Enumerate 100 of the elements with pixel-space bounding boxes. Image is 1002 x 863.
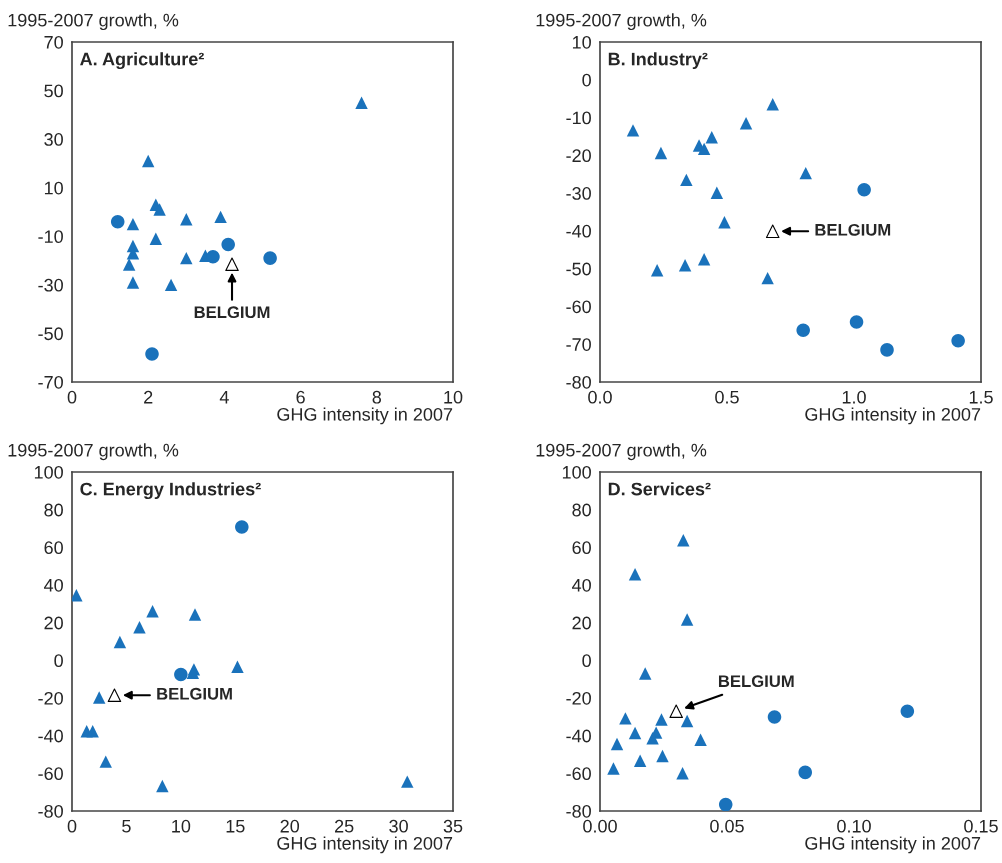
point (694, 733, 707, 747)
point (401, 775, 414, 788)
y-tick-label: 40 (572, 578, 591, 592)
point (174, 667, 188, 682)
point (669, 704, 683, 718)
y-tick-label: -30 (566, 187, 591, 200)
point (610, 737, 624, 751)
point (705, 130, 718, 144)
point (107, 688, 122, 702)
y-tick-label: 10 (44, 181, 63, 195)
point (141, 154, 155, 168)
y-tick-label: 20 (572, 616, 591, 630)
point (231, 660, 244, 673)
point (857, 182, 871, 197)
point (263, 251, 277, 265)
point (126, 217, 140, 231)
point (765, 224, 780, 239)
x-axis-title: GHG intensity in 2007 (277, 407, 453, 425)
x-tick-label: 0.10 (837, 819, 871, 833)
point (225, 257, 239, 271)
point (122, 258, 136, 271)
point (619, 712, 632, 725)
x-tick-label: 10 (444, 390, 463, 404)
x-axis-title: GHG intensity in 2007 (805, 836, 981, 854)
y-tick-label: -70 (566, 338, 591, 351)
point (710, 186, 724, 199)
y-tick-label: -50 (38, 327, 63, 341)
y-axis-title: 1995-2007 growth, % (8, 13, 179, 31)
x-tick-label: 35 (443, 819, 463, 833)
point (655, 713, 668, 726)
y-tick-label: -60 (38, 767, 63, 781)
point (697, 253, 711, 266)
point (628, 726, 642, 740)
point (153, 203, 166, 216)
x-axis-title: GHG intensity in 2007 (805, 407, 981, 425)
x-tick-label: 15 (226, 820, 245, 833)
y-tick-label: -40 (38, 729, 63, 743)
x-tick-label: 0 (67, 819, 77, 833)
y-tick-label: -10 (566, 111, 591, 125)
annotation: BELGIUM (194, 306, 270, 319)
y-axis-title: 1995-2007 growth, % (8, 443, 179, 461)
y-tick-label: -40 (566, 224, 591, 238)
x-tick-label: 1.5 (969, 391, 993, 404)
x-tick-label: 10 (172, 819, 191, 833)
x-tick-label: 20 (280, 819, 300, 833)
point (798, 765, 812, 780)
point (900, 704, 915, 718)
point (676, 767, 689, 780)
point (718, 797, 733, 811)
x-tick-label: 0 (67, 390, 77, 404)
point (767, 710, 782, 724)
y-tick-label: 30 (44, 133, 63, 146)
point (188, 608, 202, 621)
y-tick-label: 80 (44, 503, 63, 517)
chart-title: D. Services² (608, 482, 711, 496)
x-tick-label: 5 (122, 820, 131, 833)
y-tick-label: -10 (38, 230, 63, 244)
x-tick-label: 0.5 (715, 390, 739, 404)
annotation: BELGIUM (718, 675, 794, 688)
y-tick-label: 20 (44, 616, 63, 630)
x-tick-label: 1.0 (842, 390, 866, 404)
point (799, 166, 812, 180)
point (951, 334, 965, 348)
annotation: BELGIUM (157, 687, 232, 700)
x-tick-label: 30 (389, 819, 408, 833)
point (164, 278, 178, 292)
y-tick-label: 50 (44, 84, 63, 98)
point (126, 276, 140, 289)
point (180, 251, 193, 265)
point (880, 343, 894, 357)
point (849, 315, 864, 329)
point (72, 588, 83, 602)
x-tick-label: 25 (335, 819, 354, 833)
point (678, 259, 692, 272)
point (628, 568, 642, 581)
point (156, 779, 169, 793)
text: A. Agriculture² (80, 52, 204, 70)
point (146, 604, 159, 618)
y-tick-label: 10 (572, 35, 591, 49)
point (214, 210, 227, 224)
y-tick-label: 70 (44, 35, 63, 49)
y-tick-label: -50 (566, 262, 591, 276)
x-tick-label: 0.05 (710, 819, 744, 833)
y-tick-label: -70 (38, 375, 63, 389)
point (718, 215, 731, 229)
x-tick-label: 0.15 (964, 819, 998, 833)
point (680, 173, 693, 187)
point (739, 117, 753, 130)
point (680, 714, 694, 728)
point (654, 146, 668, 160)
point (221, 237, 235, 252)
y-tick-label: 100 (562, 465, 591, 479)
y-axis-title: 1995-2007 growth, % (536, 13, 707, 31)
y-tick-label: -20 (38, 691, 63, 705)
point (235, 520, 249, 534)
point (796, 323, 810, 338)
y-tick-label: -60 (566, 767, 591, 781)
point (113, 635, 127, 649)
point (110, 214, 125, 229)
y-tick-label: -60 (566, 300, 591, 314)
